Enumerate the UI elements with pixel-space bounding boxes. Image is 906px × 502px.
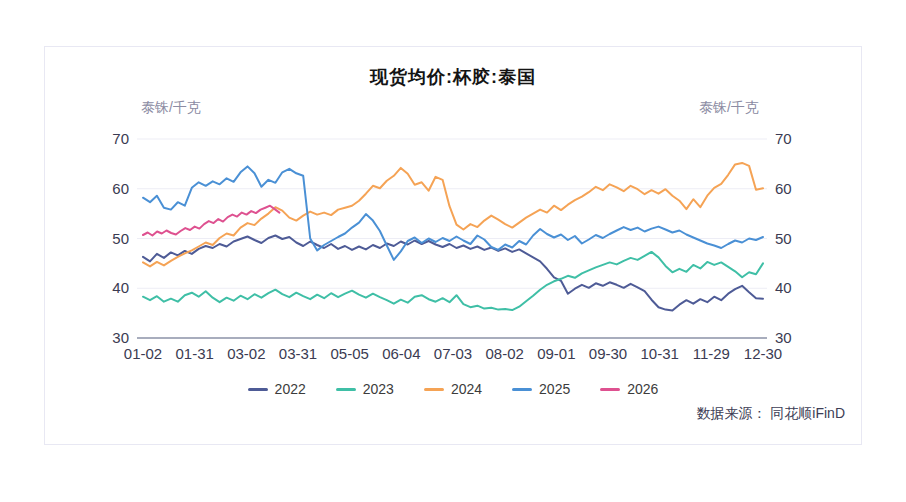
series-line-2023 xyxy=(143,252,763,310)
legend-label: 2024 xyxy=(451,381,482,397)
chart-page: 现货均价:杯胶:泰国 泰铢/千克 泰铢/千克 30304040505060607… xyxy=(0,0,906,502)
x-tick-label: 06-04 xyxy=(382,345,420,362)
y-tick-label-right: 30 xyxy=(775,329,792,346)
legend-label: 2022 xyxy=(275,381,306,397)
legend-swatch-2022 xyxy=(248,388,268,391)
chart-card: 现货均价:杯胶:泰国 泰铢/千克 泰铢/千克 30304040505060607… xyxy=(44,46,862,445)
legend-swatch-2025 xyxy=(512,388,532,391)
y-tick-label-right: 60 xyxy=(775,180,792,197)
legend-item-2022[interactable]: 2022 xyxy=(248,381,306,397)
x-tick-label: 05-05 xyxy=(330,345,368,362)
x-tick-label: 11-29 xyxy=(693,345,730,362)
legend-label: 2023 xyxy=(363,381,394,397)
legend: 2022 2023 2024 2025 2026 xyxy=(45,381,861,397)
data-source: 数据来源： 同花顺iFinD xyxy=(696,405,845,423)
x-tick-label: 07-03 xyxy=(434,345,472,362)
legend-label: 2026 xyxy=(627,381,658,397)
x-tick-label: 03-31 xyxy=(279,345,317,362)
x-tick-label: 01-31 xyxy=(175,345,213,362)
y-tick-label-right: 40 xyxy=(775,279,792,296)
y-tick-label-right: 50 xyxy=(775,230,792,247)
legend-item-2025[interactable]: 2025 xyxy=(512,381,570,397)
x-tick-label: 10-31 xyxy=(640,345,678,362)
x-tick-label: 12-30 xyxy=(744,345,782,362)
x-tick-label: 01-02 xyxy=(124,345,162,362)
legend-swatch-2023 xyxy=(336,388,356,391)
x-tick-label: 09-01 xyxy=(537,345,575,362)
legend-item-2023[interactable]: 2023 xyxy=(336,381,394,397)
x-tick-label: 03-02 xyxy=(227,345,265,362)
x-tick-label: 08-02 xyxy=(485,345,523,362)
y-tick-label-left: 40 xyxy=(112,279,129,296)
legend-swatch-2024 xyxy=(424,388,444,391)
y-tick-label-left: 60 xyxy=(112,180,129,197)
x-tick-label: 09-30 xyxy=(589,345,627,362)
legend-swatch-2026 xyxy=(600,388,620,391)
y-tick-label-left: 30 xyxy=(112,329,129,346)
legend-item-2024[interactable]: 2024 xyxy=(424,381,482,397)
y-tick-label-left: 70 xyxy=(112,130,129,147)
y-tick-label-left: 50 xyxy=(112,230,129,247)
legend-item-2026[interactable]: 2026 xyxy=(600,381,658,397)
legend-label: 2025 xyxy=(539,381,570,397)
y-tick-label-right: 70 xyxy=(775,130,792,147)
